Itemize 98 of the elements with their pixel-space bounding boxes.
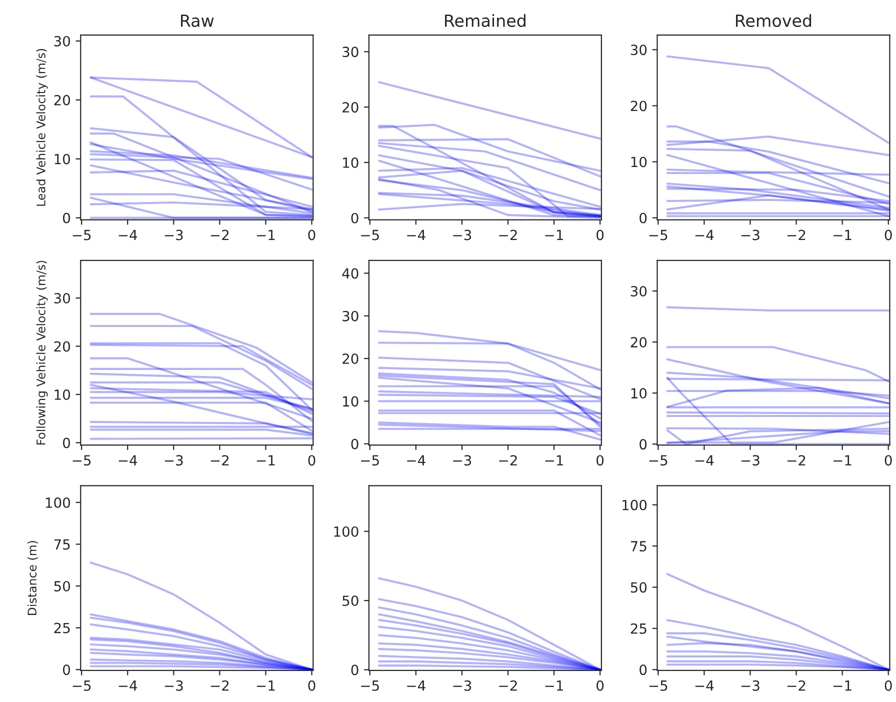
x-tick-label: −2 bbox=[499, 455, 517, 466]
y-tick-label: 75 bbox=[630, 541, 646, 552]
x-tick-label: −2 bbox=[210, 680, 229, 691]
y-tick-label: 0 bbox=[351, 438, 358, 450]
x-tick-label: −3 bbox=[741, 455, 760, 466]
y-tick-label: 0 bbox=[640, 439, 647, 450]
x-tick-label: −4 bbox=[407, 230, 426, 240]
y-tick-label: 20 bbox=[342, 102, 358, 113]
y-tick-label: 30 bbox=[54, 36, 70, 46]
y-tick-label: 10 bbox=[343, 396, 358, 407]
chart-title: Removed bbox=[736, 14, 812, 28]
x-tick-label: −1 bbox=[834, 455, 852, 466]
x-tick-label: −4 bbox=[118, 455, 138, 466]
y-tick-label: 30 bbox=[54, 292, 70, 304]
y-tick-label: 25 bbox=[54, 622, 70, 634]
y-tick-label: 30 bbox=[342, 46, 358, 58]
y-tick-label: 40 bbox=[342, 268, 358, 279]
x-tick-label: −4 bbox=[407, 455, 426, 466]
y-tick-label: 0 bbox=[640, 664, 647, 676]
x-tick-label: −2 bbox=[788, 680, 806, 691]
y-tick-label: 25 bbox=[630, 623, 646, 634]
y-tick-label: 100 bbox=[334, 526, 358, 537]
x-tick-label: −1 bbox=[545, 230, 563, 240]
x-tick-label: −2 bbox=[788, 230, 806, 240]
chart-title: Raw bbox=[181, 14, 214, 28]
x-tick-label: −1 bbox=[256, 680, 275, 691]
y-tick-label: 10 bbox=[631, 156, 647, 168]
y-tick-label: 50 bbox=[342, 596, 358, 606]
x-tick-label: −3 bbox=[453, 230, 472, 240]
x-tick-label: −5 bbox=[72, 680, 91, 691]
x-tick-label: −3 bbox=[164, 455, 183, 466]
chart-title: Remained bbox=[445, 14, 526, 28]
x-tick-label: −5 bbox=[72, 455, 91, 466]
x-tick-label: 0 bbox=[596, 230, 604, 240]
y-tick-label: 0 bbox=[62, 212, 70, 224]
x-tick-label: −2 bbox=[499, 680, 517, 691]
x-tick-label: 0 bbox=[308, 455, 316, 466]
x-tick-label: −2 bbox=[210, 230, 229, 240]
x-tick-label: −4 bbox=[407, 680, 426, 691]
y-tick-label: 30 bbox=[630, 44, 647, 56]
x-tick-label: −3 bbox=[164, 680, 183, 691]
x-tick-label: −4 bbox=[118, 680, 138, 691]
y-tick-label: 0 bbox=[640, 212, 647, 224]
x-tick-label: −3 bbox=[453, 455, 472, 466]
x-tick-label: 0 bbox=[596, 455, 604, 466]
x-tick-label: −5 bbox=[361, 455, 379, 466]
y-tick-label: 0 bbox=[351, 664, 358, 676]
y-axis-title: Lead Vehicle Velocity (m/s) bbox=[36, 48, 48, 206]
x-tick-label: −1 bbox=[545, 680, 563, 691]
x-tick-label: −1 bbox=[834, 230, 852, 240]
y-tick-label: 20 bbox=[54, 94, 70, 106]
y-tick-label: 20 bbox=[630, 337, 647, 348]
x-tick-label: −3 bbox=[741, 230, 760, 240]
y-tick-label: 20 bbox=[342, 353, 358, 364]
x-tick-label: −2 bbox=[499, 230, 517, 240]
y-tick-label: 50 bbox=[54, 580, 70, 592]
x-tick-label: −4 bbox=[695, 680, 714, 691]
x-tick-label: −5 bbox=[361, 230, 379, 240]
x-tick-label: −3 bbox=[453, 680, 472, 691]
x-tick-label: −5 bbox=[649, 230, 668, 240]
x-tick-label: −5 bbox=[361, 680, 379, 691]
x-tick-label: 0 bbox=[884, 680, 892, 691]
y-tick-label: 100 bbox=[622, 500, 647, 510]
y-axis-title: Following Vehicle Velocity (m/s) bbox=[36, 260, 48, 445]
y-tick-label: 10 bbox=[631, 388, 647, 399]
x-tick-label: −1 bbox=[256, 230, 275, 240]
x-tick-label: −4 bbox=[695, 455, 714, 466]
y-tick-label: 30 bbox=[342, 310, 358, 322]
y-axis-title: Distance (m) bbox=[27, 541, 38, 615]
y-tick-label: 10 bbox=[54, 389, 70, 400]
x-tick-label: 0 bbox=[308, 230, 316, 240]
x-tick-label: −2 bbox=[788, 455, 806, 466]
x-tick-label: 0 bbox=[884, 455, 892, 466]
x-tick-label: −1 bbox=[834, 680, 852, 691]
x-tick-label: −3 bbox=[164, 230, 183, 240]
x-tick-label: −3 bbox=[741, 680, 760, 691]
y-tick-label: 100 bbox=[46, 497, 70, 508]
x-tick-label: 0 bbox=[884, 230, 892, 240]
x-tick-label: −1 bbox=[256, 455, 275, 466]
y-tick-label: 0 bbox=[351, 212, 358, 224]
x-tick-label: 0 bbox=[308, 680, 316, 691]
x-tick-label: −2 bbox=[210, 455, 229, 466]
y-tick-label: 50 bbox=[630, 582, 647, 593]
x-tick-label: −5 bbox=[649, 680, 668, 691]
y-tick-label: 10 bbox=[343, 157, 358, 168]
x-tick-label: −1 bbox=[545, 455, 563, 466]
x-tick-label: −4 bbox=[695, 230, 714, 240]
y-tick-label: 0 bbox=[62, 664, 70, 676]
y-tick-label: 0 bbox=[62, 438, 70, 448]
x-tick-label: −4 bbox=[118, 230, 138, 240]
y-tick-label: 20 bbox=[54, 341, 70, 352]
y-tick-label: 75 bbox=[54, 539, 70, 550]
y-tick-label: 20 bbox=[630, 100, 647, 112]
x-tick-label: −5 bbox=[72, 230, 91, 240]
y-tick-label: 10 bbox=[54, 154, 70, 164]
x-tick-label: −5 bbox=[649, 455, 668, 466]
y-tick-label: 30 bbox=[630, 286, 647, 296]
x-tick-label: 0 bbox=[596, 680, 604, 691]
